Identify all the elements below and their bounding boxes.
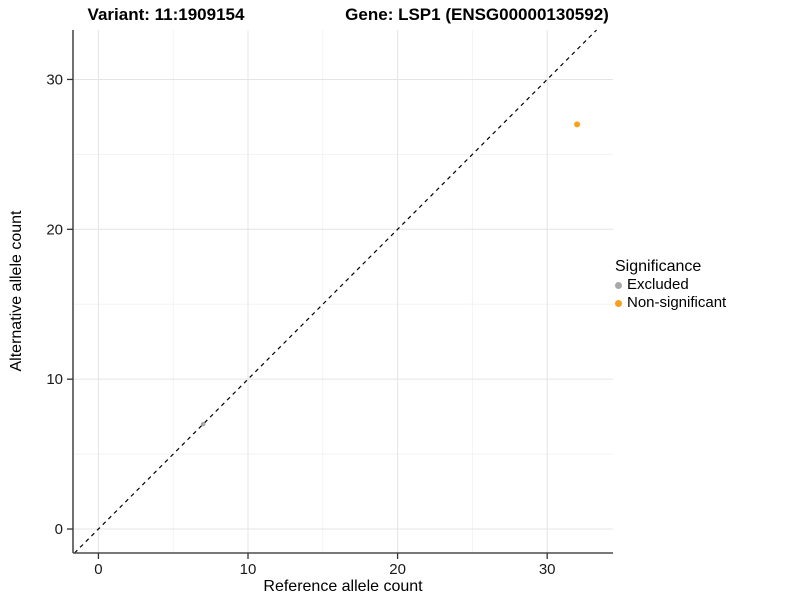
identity-line <box>74 29 597 554</box>
legend-item-non-significant: Non-significant <box>615 294 726 312</box>
y-tick-label: 20 <box>46 221 63 238</box>
legend-item-excluded: Excluded <box>615 276 726 294</box>
x-tick-label: 20 <box>389 561 406 578</box>
legend-item-label: Non-significant <box>627 294 727 311</box>
x-tick-label: 0 <box>94 561 102 578</box>
legend-item-label: Excluded <box>627 276 689 293</box>
excluded-dot-icon <box>615 281 622 289</box>
y-axis-title: Alternative allele count <box>8 210 25 372</box>
y-tick-label: 30 <box>46 71 63 88</box>
data-point-non-significant <box>574 121 581 128</box>
gene-title: Gene: LSP1 (ENSG00000130592) <box>345 5 609 24</box>
variant-title: Variant: 11:1909154 <box>87 5 245 24</box>
y-tick-label: 0 <box>55 521 63 538</box>
x-tick-label: 30 <box>539 561 556 578</box>
x-tick-label: 10 <box>240 561 257 578</box>
x-axis-title: Reference allele count <box>263 578 423 595</box>
data-point-excluded <box>200 421 206 427</box>
legend-title: Significance <box>615 258 702 275</box>
non-significant-dot-icon <box>615 299 622 307</box>
legend: Significance Excluded Non-significant <box>615 257 726 312</box>
y-tick-label: 10 <box>46 371 63 388</box>
